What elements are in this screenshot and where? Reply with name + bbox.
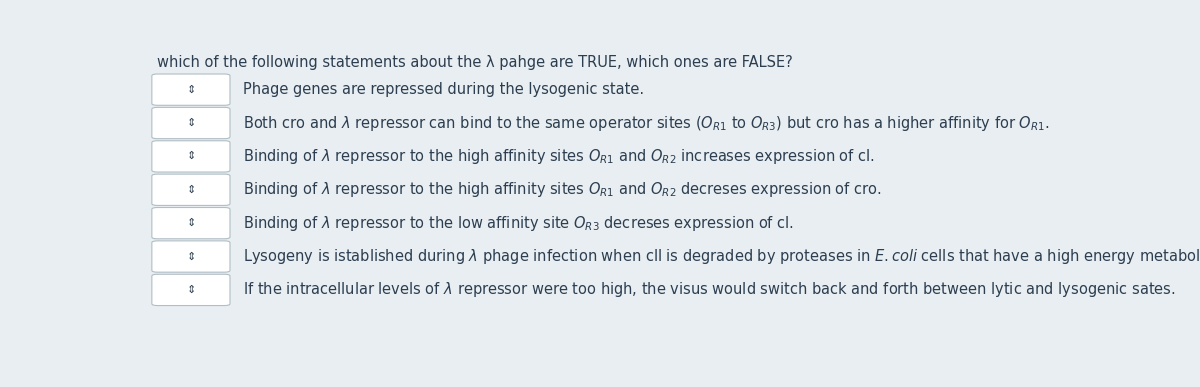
FancyBboxPatch shape bbox=[152, 107, 230, 139]
Text: ⇕: ⇕ bbox=[186, 218, 196, 228]
Text: ⇕: ⇕ bbox=[186, 285, 196, 295]
Text: Phage genes are repressed during the lysogenic state.: Phage genes are repressed during the lys… bbox=[242, 82, 644, 97]
Text: If the intracellular levels of $\lambda$ repressor were too high, the visus woul: If the intracellular levels of $\lambda$… bbox=[242, 281, 1176, 300]
Text: Binding of $\lambda$ repressor to the low affinity site $O_{R3}$ decreses expres: Binding of $\lambda$ repressor to the lo… bbox=[242, 214, 794, 233]
Text: ⇕: ⇕ bbox=[186, 85, 196, 95]
Text: Binding of $\lambda$ repressor to the high affinity sites $O_{R1}$ and $O_{R2}$ : Binding of $\lambda$ repressor to the hi… bbox=[242, 147, 875, 166]
Text: Both cro and $\lambda$ repressor can bind to the same operator sites ($O_{R1}$ t: Both cro and $\lambda$ repressor can bin… bbox=[242, 113, 1050, 132]
Text: ⇕: ⇕ bbox=[186, 185, 196, 195]
FancyBboxPatch shape bbox=[152, 141, 230, 172]
FancyBboxPatch shape bbox=[152, 207, 230, 239]
Text: Lysogeny is istablished during $\lambda$ phage infection when cll is degraded by: Lysogeny is istablished during $\lambda$… bbox=[242, 247, 1200, 266]
Text: ⇕: ⇕ bbox=[186, 118, 196, 128]
Text: Binding of $\lambda$ repressor to the high affinity sites $O_{R1}$ and $O_{R2}$ : Binding of $\lambda$ repressor to the hi… bbox=[242, 180, 882, 199]
Text: ⇕: ⇕ bbox=[186, 151, 196, 161]
Text: ⇕: ⇕ bbox=[186, 252, 196, 262]
Text: which of the following statements about the λ pahge are TRUE, which ones are FAL: which of the following statements about … bbox=[157, 55, 793, 70]
FancyBboxPatch shape bbox=[152, 74, 230, 105]
FancyBboxPatch shape bbox=[152, 174, 230, 205]
FancyBboxPatch shape bbox=[152, 274, 230, 306]
FancyBboxPatch shape bbox=[152, 241, 230, 272]
